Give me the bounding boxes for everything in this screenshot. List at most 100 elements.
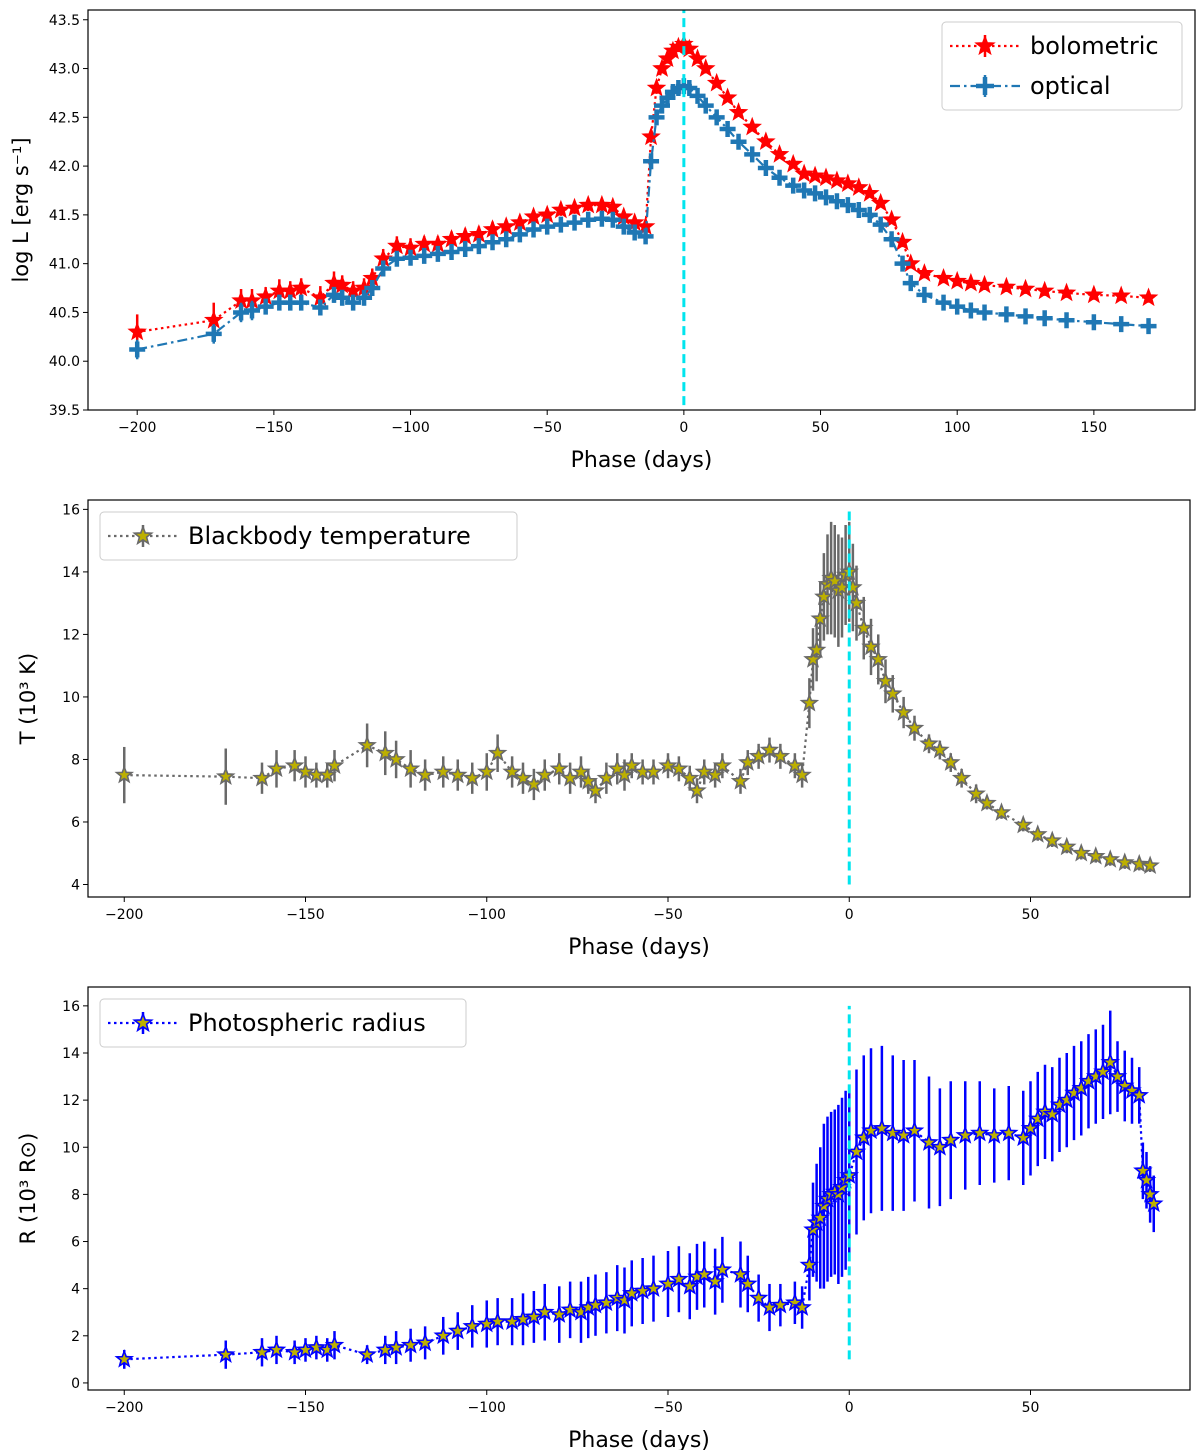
data-point: [614, 764, 635, 784]
data-point: [875, 671, 896, 690]
data-point: [386, 749, 406, 768]
legend: Blackbody temperature: [99, 511, 518, 561]
data-point: [730, 133, 747, 150]
data-point: [940, 752, 961, 771]
data-point: [1020, 1118, 1041, 1137]
data-point: [785, 755, 805, 775]
x-tick-label: −50: [653, 1400, 683, 1416]
data-point: [284, 755, 305, 775]
data-point: [792, 1297, 812, 1316]
data-point: [940, 1129, 961, 1149]
data-point: [1140, 318, 1157, 335]
data-point: [756, 131, 776, 151]
legend-marker: [132, 1011, 154, 1033]
data-point: [658, 755, 678, 775]
data-point: [1140, 855, 1160, 875]
y-tick-label: 12: [62, 627, 80, 643]
data-point: [498, 231, 515, 248]
data-point: [1058, 312, 1075, 329]
data-point: [415, 764, 435, 784]
y-axis-label: T (10³ K): [16, 653, 40, 745]
data-point: [894, 255, 911, 272]
data-point: [771, 169, 788, 186]
data-point: [705, 1271, 725, 1290]
data-point: [796, 182, 813, 199]
data-point: [861, 636, 881, 656]
data-point: [375, 742, 396, 762]
data-point: [525, 221, 542, 238]
data-point: [838, 173, 858, 192]
data-point: [689, 87, 706, 104]
data-point: [859, 183, 880, 202]
legend: Photospheric radius: [99, 998, 467, 1048]
y-tick-label: 2: [71, 1329, 80, 1345]
data-point: [810, 608, 831, 628]
data-point: [293, 294, 310, 311]
series-photospheric-radius: [114, 1010, 1164, 1369]
x-tick-label: 0: [845, 907, 854, 923]
data-point: [794, 163, 814, 183]
x-tick-label: −100: [468, 1400, 506, 1416]
data-point: [1140, 1184, 1160, 1203]
data-point: [513, 767, 533, 787]
data-point: [1034, 280, 1055, 300]
data-point: [523, 206, 544, 226]
data-point: [966, 783, 986, 803]
data-point: [785, 177, 802, 194]
data-point: [916, 286, 933, 303]
data-point: [433, 761, 454, 781]
y-tick-label: 16: [62, 999, 80, 1015]
legend-label: Blackbody temperature: [188, 522, 471, 550]
data-point: [596, 767, 617, 787]
data-point: [730, 771, 751, 790]
data-point: [679, 1276, 700, 1295]
x-tick-label: −150: [286, 907, 324, 923]
data-point: [803, 649, 823, 668]
data-point: [539, 218, 556, 235]
data-point: [951, 767, 972, 787]
legend-marker: [974, 34, 996, 56]
x-tick-label: −150: [286, 1400, 324, 1416]
data-point: [976, 304, 993, 321]
data-point: [1042, 830, 1063, 850]
data-point: [757, 160, 774, 177]
data-point: [415, 1332, 435, 1352]
x-tick-label: 50: [812, 420, 830, 436]
data-point: [626, 224, 643, 241]
data-point: [974, 274, 995, 294]
data-point: [580, 211, 597, 228]
data-point: [252, 767, 272, 787]
data-point: [977, 792, 997, 812]
data-point: [705, 764, 725, 784]
data-point: [712, 1259, 733, 1279]
data-point: [1100, 1052, 1121, 1071]
data-point: [827, 170, 847, 190]
data-point: [469, 224, 489, 243]
data-point: [443, 243, 460, 260]
data-point: [1013, 1127, 1034, 1147]
data-point: [914, 263, 935, 282]
data-point: [882, 683, 903, 703]
plot-area: [114, 509, 1160, 885]
data-point: [810, 1207, 831, 1227]
data-point: [487, 1311, 508, 1330]
data-point: [127, 321, 147, 341]
data-point: [708, 109, 725, 126]
data-point: [658, 1273, 678, 1293]
data-point: [1036, 310, 1053, 327]
data-point: [345, 294, 362, 311]
data-point: [881, 209, 902, 229]
legend-box: [941, 21, 1183, 111]
y-tick-label: 4: [71, 1282, 80, 1298]
plot-area: [127, 10, 1159, 406]
x-tick-label: −50: [653, 907, 683, 923]
data-point: [356, 289, 373, 306]
y-tick-label: 8: [71, 1187, 80, 1203]
y-tick-label: 4: [71, 877, 80, 893]
data-point: [984, 1125, 1005, 1144]
data-point: [447, 1320, 468, 1340]
data-point: [400, 758, 421, 778]
data-point: [203, 309, 224, 329]
data-point: [295, 761, 316, 781]
data-point: [1129, 853, 1150, 873]
